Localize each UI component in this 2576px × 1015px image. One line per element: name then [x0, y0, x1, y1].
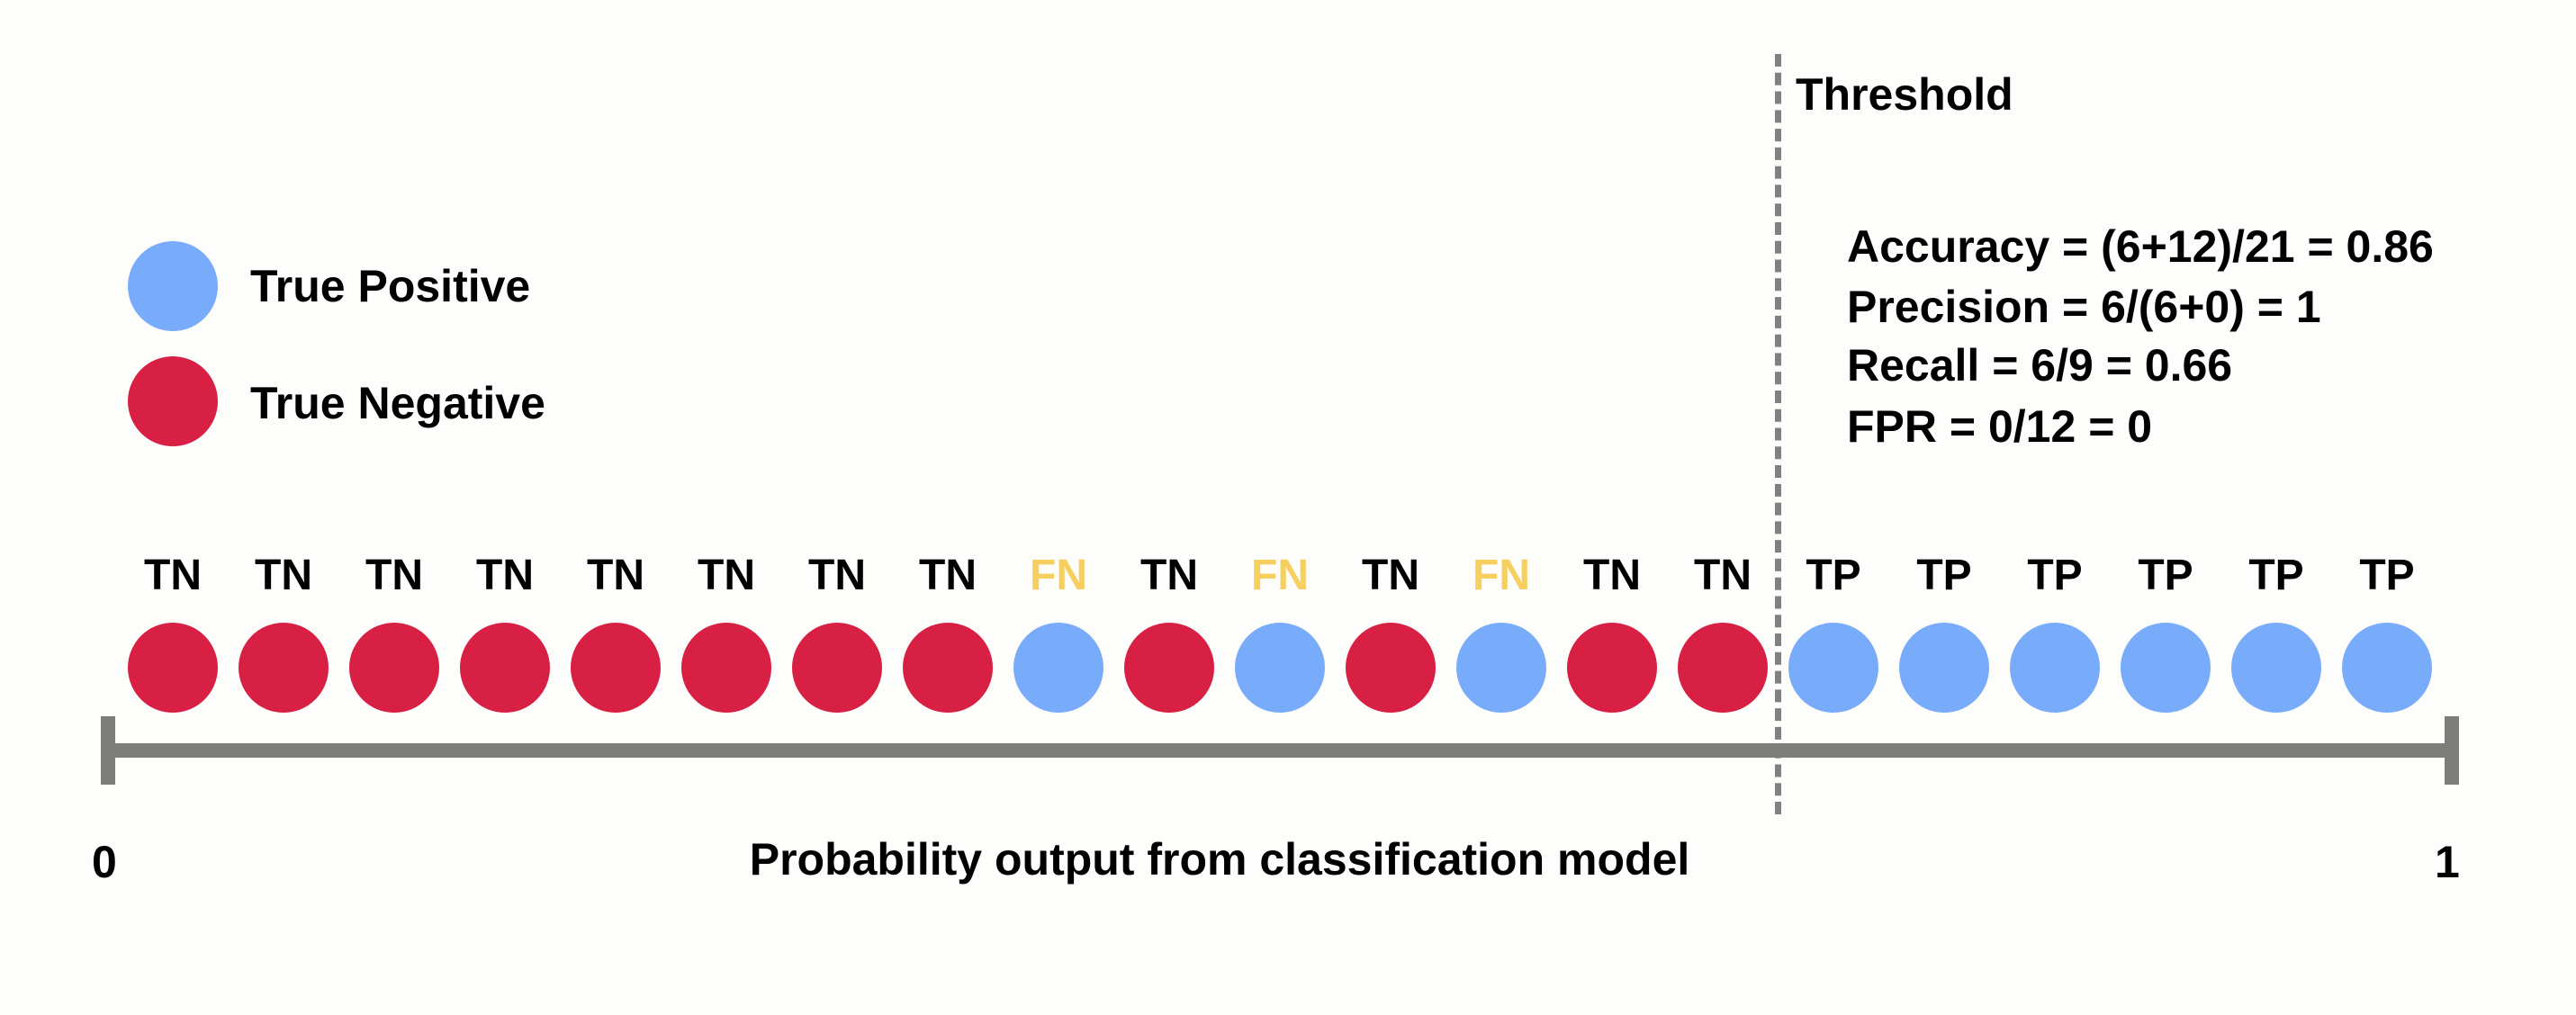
point-14-label: TN [1583, 552, 1641, 599]
point-8-label: TN [919, 552, 977, 599]
point-17-positive [1899, 623, 1989, 713]
point-12-label: TN [1362, 552, 1419, 599]
point-19-label: TP [2138, 552, 2193, 599]
point-16-label: TP [1806, 552, 1861, 599]
probability-axis [106, 743, 2455, 758]
accuracy-metric: Accuracy = (6+12)/21 = 0.86 [1847, 221, 2434, 272]
axis-max-label: 1 [2435, 837, 2460, 887]
point-7-label: TN [808, 552, 866, 599]
point-17-label: TP [1916, 552, 1972, 599]
point-2-negative [239, 623, 329, 713]
true-positive-legend-dot [128, 241, 218, 331]
point-1-label: TN [144, 552, 202, 599]
point-18-positive [2010, 623, 2100, 713]
point-8-negative [903, 623, 993, 713]
point-7-negative [792, 623, 882, 713]
point-14-negative [1567, 623, 1657, 713]
point-16-positive [1788, 623, 1878, 713]
point-4-negative [460, 623, 550, 713]
point-9-label: FN [1030, 552, 1087, 599]
point-5-label: TN [587, 552, 644, 599]
point-10-negative [1124, 623, 1214, 713]
point-15-label: TN [1694, 552, 1752, 599]
point-19-positive [2121, 623, 2211, 713]
recall-metric: Recall = 6/9 = 0.66 [1847, 340, 2233, 391]
point-6-label: TN [698, 552, 755, 599]
point-11-label: FN [1251, 552, 1309, 599]
axis-start-cap [101, 716, 115, 785]
point-12-negative [1346, 623, 1436, 713]
point-6-negative [681, 623, 771, 713]
threshold-label: Threshold [1796, 69, 2013, 120]
point-3-negative [349, 623, 439, 713]
true-negative-legend-dot [128, 356, 218, 446]
axis-min-label: 0 [92, 837, 117, 887]
true-positive-legend-label: True Positive [250, 261, 531, 311]
axis-title: Probability output from classification m… [749, 834, 1690, 885]
point-18-label: TP [2027, 552, 2083, 599]
true-negative-legend-label: True Negative [250, 378, 545, 428]
point-10-label: TN [1140, 552, 1198, 599]
point-21-positive [2342, 623, 2432, 713]
point-5-negative [571, 623, 661, 713]
point-20-positive [2231, 623, 2321, 713]
point-13-positive [1456, 623, 1546, 713]
point-4-label: TN [476, 552, 534, 599]
point-20-label: TP [2248, 552, 2304, 599]
point-3-label: TN [365, 552, 423, 599]
point-1-negative [128, 623, 218, 713]
fpr-metric: FPR = 0/12 = 0 [1847, 401, 2153, 452]
point-13-label: FN [1473, 552, 1530, 599]
threshold-line [1775, 54, 1781, 814]
point-21-label: TP [2359, 552, 2415, 599]
point-15-negative [1678, 623, 1768, 713]
point-11-positive [1235, 623, 1325, 713]
point-2-label: TN [255, 552, 312, 599]
axis-end-cap [2445, 716, 2459, 785]
point-9-positive [1013, 623, 1103, 713]
precision-metric: Precision = 6/(6+0) = 1 [1847, 282, 2321, 332]
